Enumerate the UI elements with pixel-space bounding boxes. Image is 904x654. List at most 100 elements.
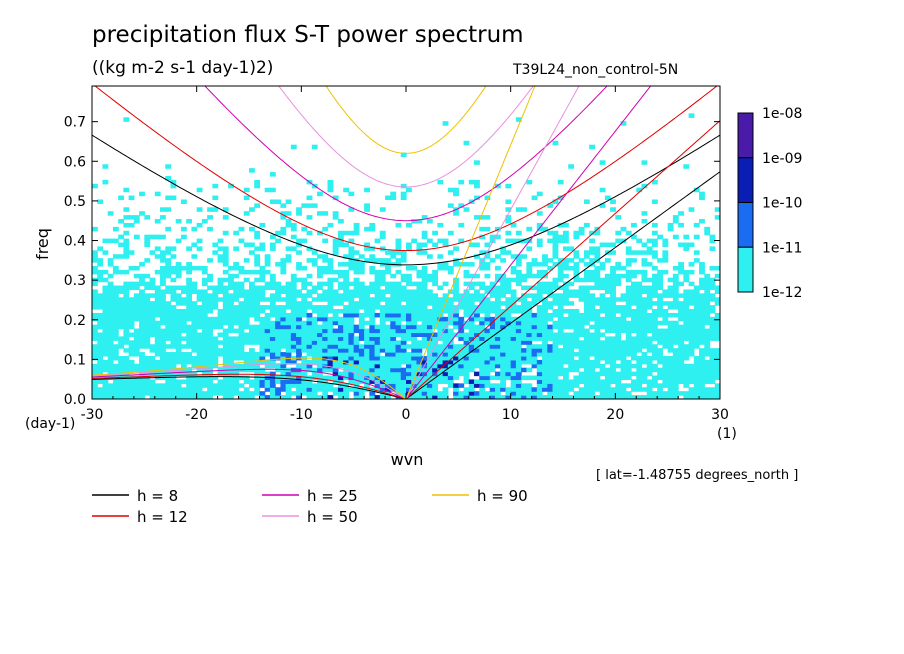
spectrum-cell (589, 297, 595, 302)
spectrum-cell (275, 352, 281, 357)
spectrum-cell (714, 375, 720, 381)
spectrum-cell (128, 316, 135, 322)
spectrum-cell (489, 289, 496, 294)
spectrum-cell (311, 289, 318, 294)
spectrum-cell (400, 383, 407, 388)
spectrum-cell (468, 332, 475, 337)
spectrum-cell (343, 359, 350, 365)
spectrum-cell (275, 285, 281, 291)
spectrum-cell (353, 391, 360, 396)
spectrum-cell (353, 348, 360, 353)
spectrum-cell (296, 305, 302, 310)
spectrum-cell (196, 363, 203, 369)
spectrum-cell (228, 297, 234, 302)
spectrum-cell (390, 340, 397, 345)
spectrum-cell (688, 344, 695, 349)
spectrum-cell (426, 395, 433, 399)
spectrum-cell (249, 359, 255, 365)
spectrum-cell (128, 297, 135, 302)
spectrum-cell (453, 324, 459, 330)
spectrum-cell (400, 379, 407, 384)
spectrum-cell (259, 269, 266, 275)
spectrum-cell (442, 375, 449, 381)
spectrum-cell (421, 336, 428, 341)
spectrum-cell (573, 395, 580, 399)
spectrum-cell (688, 340, 695, 345)
spectrum-cell (657, 355, 664, 361)
spectrum-cell (489, 234, 496, 240)
spectrum-cell (175, 371, 182, 377)
spectrum-cell (275, 320, 281, 326)
spectrum-cell (583, 312, 590, 318)
spectrum-cell (714, 387, 720, 392)
spectrum-cell (332, 355, 339, 361)
spectrum-cell (128, 348, 135, 353)
spectrum-cell (437, 265, 444, 271)
spectrum-cell (222, 340, 229, 345)
spectrum-cell (426, 340, 433, 345)
spectrum-cell (657, 375, 664, 381)
spectrum-cell (416, 289, 423, 294)
spectrum-cell (657, 387, 664, 392)
spectrum-cell (479, 320, 486, 326)
spectrum-cell (699, 371, 705, 377)
spectrum-cell (395, 309, 402, 314)
spectrum-cell (672, 305, 679, 310)
spectrum-cell (165, 316, 172, 322)
spectrum-cell (364, 258, 370, 263)
spectrum-cell (97, 367, 104, 373)
spectrum-cell (610, 371, 616, 377)
spectrum-cell (651, 238, 658, 244)
spectrum-cell (610, 273, 616, 279)
spectrum-cell (552, 230, 559, 236)
spectrum-cell (332, 250, 339, 255)
spectrum-cell (651, 230, 658, 236)
y-tick-label: 0.6 (64, 154, 86, 170)
spectrum-cell (379, 234, 386, 240)
spectrum-cell (249, 168, 255, 173)
spectrum-cell (421, 340, 428, 345)
spectrum-cell (547, 265, 554, 271)
spectrum-cell (447, 305, 454, 310)
spectrum-cell (165, 273, 172, 279)
spectrum-cell (526, 367, 533, 373)
spectrum-cell (678, 269, 684, 275)
spectrum-cell (714, 273, 720, 279)
spectrum-cell (154, 348, 161, 353)
spectrum-cell (390, 383, 397, 388)
spectrum-cell (212, 348, 219, 353)
spectrum-cell (311, 344, 318, 349)
spectrum-cell (369, 395, 376, 399)
spectrum-cell (290, 391, 297, 396)
kelvin-wave-curve (405, 86, 652, 399)
spectrum-cell (547, 355, 554, 361)
spectrum-cell (578, 387, 585, 392)
spectrum-cell (102, 387, 109, 392)
spectrum-cell (97, 305, 104, 310)
spectrum-cell (249, 269, 255, 275)
spectrum-cell (510, 289, 517, 294)
spectrum-cell (479, 379, 486, 384)
spectrum-cell (604, 195, 611, 201)
spectrum-cell (259, 359, 266, 365)
rossby-wave-curve (92, 363, 407, 399)
spectrum-cell (411, 371, 418, 377)
spectrum-cell (589, 324, 595, 330)
spectrum-cell (557, 391, 564, 396)
colorbar-label: 1e-08 (762, 106, 802, 122)
spectrum-cell (437, 324, 444, 330)
spectrum-cell (479, 281, 486, 287)
spectrum-cell (290, 383, 297, 388)
spectrum-cell (165, 336, 172, 341)
spectrum-cell (353, 269, 360, 275)
spectrum-cell (112, 363, 119, 369)
spectrum-cell (599, 379, 606, 384)
spectrum-cell (222, 336, 229, 341)
spectrum-cell (254, 359, 261, 365)
spectrum-cell (489, 348, 496, 353)
spectrum-cell (327, 355, 334, 361)
spectrum-cell (269, 187, 276, 193)
spectrum-cell (379, 395, 386, 399)
spectrum-cell (249, 289, 255, 294)
spectrum-cell (510, 383, 517, 388)
